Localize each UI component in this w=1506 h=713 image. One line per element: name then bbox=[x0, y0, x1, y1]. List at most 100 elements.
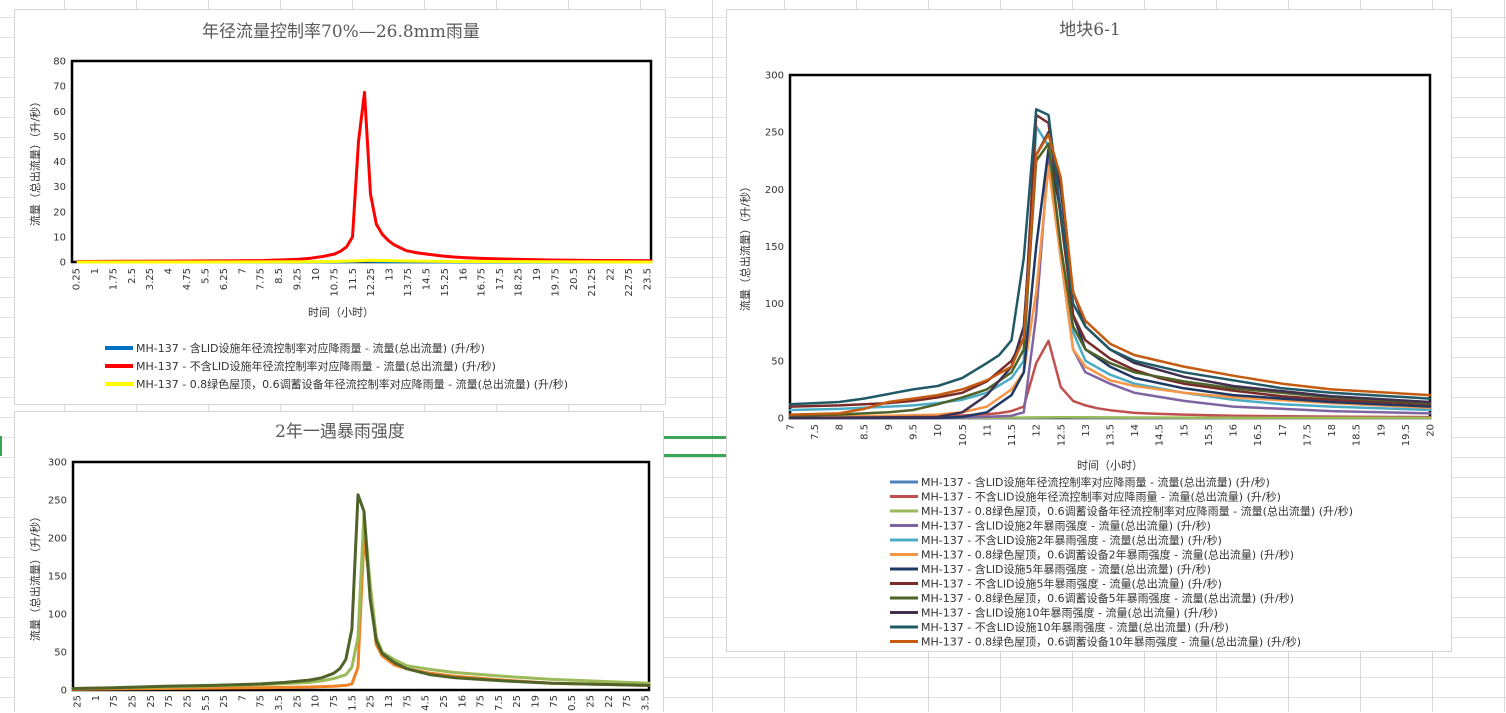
series-line-6 bbox=[788, 165, 1432, 419]
x-tick-label: 4 bbox=[164, 268, 175, 274]
x-tick-label: 13 bbox=[1081, 424, 1092, 437]
x-tick-label: 25 bbox=[127, 695, 138, 708]
y-tick-label: 200 bbox=[765, 185, 784, 196]
y-tick-label: 10 bbox=[53, 232, 66, 243]
x-axis-label: 时间（小时） bbox=[308, 306, 374, 319]
x-tick-label: 13.5 bbox=[1106, 424, 1117, 446]
x-tick-label: 75 bbox=[549, 695, 560, 708]
x-tick-label: 7 bbox=[237, 268, 248, 274]
x-tick-label: 75 bbox=[476, 695, 487, 708]
x-tick-label: 20 bbox=[1426, 424, 1437, 437]
y-axis-label: 流量（总出流量）（升/秒） bbox=[738, 181, 752, 311]
x-tick-label: 9 bbox=[884, 424, 895, 430]
x-tick-label: 3.25 bbox=[145, 268, 156, 290]
legend-entry-5: MH-137 - 不含LID设施2年暴雨强度 - 流量(总出流量) (升/秒) bbox=[921, 533, 1222, 547]
legend-entry-3: MH-137 - 0.8绿色屋顶，0.6调蓄设备年径流控制率对应降雨量 - 流量… bbox=[921, 504, 1353, 518]
x-tick-label: 23.5 bbox=[643, 268, 654, 290]
x-tick-label: 25 bbox=[146, 695, 157, 708]
y-tick-label: 40 bbox=[53, 157, 66, 168]
series-line-3 bbox=[71, 493, 651, 690]
x-tick-label: 7.5 bbox=[494, 695, 505, 711]
series-line-4 bbox=[788, 153, 1432, 420]
y-tick-label: 50 bbox=[53, 132, 66, 143]
x-tick-label: 14 bbox=[1130, 424, 1141, 437]
plot-area-border bbox=[70, 59, 653, 264]
chart-title: 2年一遇暴雨强度 bbox=[275, 422, 405, 442]
x-tick-label: 19.5 bbox=[1401, 424, 1412, 446]
x-tick-label: 25 bbox=[73, 695, 84, 708]
x-axis-label: 时间（小时） bbox=[1077, 459, 1143, 472]
legend-entry-6: MH-137 - 0.8绿色屋顶，0.6调蓄设备2年暴雨强度 - 流量(总出流量… bbox=[921, 548, 1294, 562]
y-tick-label: 20 bbox=[53, 207, 66, 218]
x-tick-label: 14.5 bbox=[421, 268, 432, 290]
x-tick-label: 16 bbox=[1229, 424, 1240, 437]
x-tick-label: 10 bbox=[311, 268, 322, 281]
y-tick-label: 80 bbox=[53, 57, 66, 68]
legend-entry-11: MH-137 - 不含LID设施10年暴雨强度 - 流量(总出流量) (升/秒) bbox=[921, 620, 1229, 634]
row-selection-marker bbox=[0, 436, 2, 456]
x-tick-label: 25 bbox=[292, 695, 303, 708]
x-tick-label: 1 bbox=[91, 695, 102, 701]
chart-annual-runoff[interactable]: 年径流量控制率70%—26.8mm雨量 0 10 20 30 40 50 60 70 80 0.25… bbox=[15, 10, 667, 406]
x-tick-label: 11 bbox=[982, 424, 993, 437]
x-tick-label: 19 bbox=[531, 695, 542, 708]
y-tick-label: 50 bbox=[54, 648, 67, 659]
x-tick-label: 19.75 bbox=[550, 268, 561, 297]
x-tick-label: 1.75 bbox=[108, 268, 119, 290]
x-tick-label: 0.25 bbox=[72, 268, 83, 290]
x-tick-label: 1 bbox=[90, 268, 101, 274]
x-tick-label: 5.5 bbox=[201, 695, 212, 711]
x-tick-label: 15 bbox=[1179, 424, 1190, 437]
x-tick-label: 75 bbox=[622, 695, 633, 708]
chart-title: 年径流量控制率70%—26.8mm雨量 bbox=[202, 22, 480, 42]
x-tick-label: 17.5 bbox=[495, 268, 506, 290]
x-tick-label: 2.5 bbox=[127, 268, 138, 284]
series-line-2 bbox=[76, 90, 653, 263]
x-tick-label: 8 bbox=[835, 424, 846, 430]
x-tick-label: 17.5 bbox=[1302, 424, 1313, 446]
legend-entry-1: MH-137 - 含LID设施年径流控制率对应降雨量 - 流量(总出流量) (升… bbox=[136, 341, 485, 355]
y-tick-label: 100 bbox=[48, 610, 67, 621]
chart-panel-plot-6-1[interactable]: 地块6-1 0 50 100 150 200 250 300 7 7.5 8 8.5 9 9.5 10 10.… bbox=[726, 9, 1452, 652]
x-tick-label: 12 bbox=[1032, 424, 1043, 437]
x-tick-label: 21.25 bbox=[587, 268, 598, 297]
x-tick-label: 18.5 bbox=[1352, 424, 1363, 446]
x-tick-label: 19 bbox=[1376, 424, 1387, 437]
x-tick-label: 75 bbox=[164, 695, 175, 708]
chart-2yr-storm[interactable]: 2年一遇暴雨强度 0 50 100 150 200 250 300 25 1 75 25 25 75 25 5… bbox=[15, 412, 665, 713]
x-tick-label: 25 bbox=[439, 695, 450, 708]
series-line-3 bbox=[76, 258, 653, 264]
x-tick-label: 7 bbox=[786, 424, 797, 430]
chart-panel-annual-runoff[interactable]: 年径流量控制率70%—26.8mm雨量 0 10 20 30 40 50 60 70 80 0.25… bbox=[14, 9, 666, 405]
y-tick-label: 50 bbox=[771, 356, 784, 367]
x-tick-label: 7 bbox=[237, 695, 248, 701]
x-tick-label: 10 bbox=[311, 695, 322, 708]
x-tick-label: 12.25 bbox=[366, 268, 377, 297]
chart-plot-6-1[interactable]: 地块6-1 0 50 100 150 200 250 300 7 7.5 8 8.5 9 9.5 10 10.… bbox=[727, 10, 1453, 653]
x-tick-label: 16.5 bbox=[1253, 424, 1264, 446]
x-tick-label: 4.5 bbox=[421, 695, 432, 711]
x-tick-label: 11.5 bbox=[348, 268, 359, 290]
x-tick-label: 10 bbox=[933, 424, 944, 437]
legend-entry-4: MH-137 - 含LID设施2年暴雨强度 - 流量(总出流量) (升/秒) bbox=[921, 519, 1211, 533]
y-tick-label: 30 bbox=[53, 182, 66, 193]
x-tick-label: 3.5 bbox=[641, 695, 652, 711]
x-tick-label: 4.75 bbox=[182, 268, 193, 290]
x-tick-label: 18 bbox=[1327, 424, 1338, 437]
x-tick-label: 20.5 bbox=[569, 268, 580, 290]
plot-area-border bbox=[71, 460, 651, 692]
x-tick-label: 13 bbox=[384, 695, 395, 708]
x-tick-label: 13.75 bbox=[403, 268, 414, 297]
y-axis-label: 流量（总出流量）（升/秒） bbox=[28, 96, 42, 226]
y-tick-label: 70 bbox=[53, 82, 66, 93]
x-tick-label: 7.75 bbox=[256, 268, 267, 290]
chart-panel-2yr-storm[interactable]: 2年一遇暴雨强度 0 50 100 150 200 250 300 25 1 75 25 25 75 25 5… bbox=[14, 411, 664, 712]
x-tick-label: 5.5 bbox=[200, 268, 211, 284]
x-tick-label: 25 bbox=[366, 695, 377, 708]
x-tick-label: 75 bbox=[256, 695, 267, 708]
legend-entry-12: MH-137 - 0.8绿色屋顶，0.6调蓄设备10年暴雨强度 - 流量(总出流… bbox=[921, 635, 1301, 649]
chart-title: 地块6-1 bbox=[1059, 20, 1120, 40]
x-tick-label: 15.25 bbox=[440, 268, 451, 297]
y-tick-label: 150 bbox=[765, 242, 784, 253]
x-tick-label: 7.5 bbox=[810, 424, 821, 440]
